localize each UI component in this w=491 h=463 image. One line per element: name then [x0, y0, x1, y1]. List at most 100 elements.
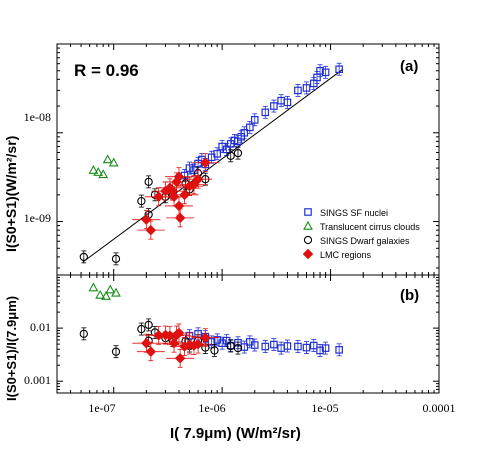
panel-a-point-sings-dwarf-galaxies-2 — [137, 196, 146, 206]
panel-b-point-translucent-cirrus-clouds-3 — [105, 284, 116, 294]
panel-b-errorbar-sings-sf-nuclei-15 — [284, 339, 290, 353]
panel-a-point-lmc-regions-2 — [153, 191, 165, 203]
panel-b-point-translucent-cirrus-clouds-1 — [95, 289, 106, 299]
panel-b-point-translucent-cirrus-clouds-4 — [111, 287, 121, 297]
panel-a-point-sings-sf-nuclei-17 — [261, 108, 270, 117]
panel-b-point-lmc-regions-12 — [192, 338, 204, 350]
xtick-1e-07: 1e-07 — [88, 401, 115, 415]
legend-marker-circle — [303, 235, 313, 245]
panel-a-point-lmc-regions-0 — [145, 224, 157, 236]
panel-a-point-lmc-regions-15 — [168, 191, 180, 203]
panel-b-point-sings-dwarf-galaxies-2 — [137, 324, 146, 334]
legend-markers — [302, 208, 314, 260]
panel-a-point-lmc-regions-1 — [140, 214, 152, 226]
panel-a-errorbar-sings-sf-nuclei-17 — [262, 105, 268, 119]
panel-b-errorbar-sings-sf-nuclei-12 — [262, 340, 268, 353]
panel-b-errorbar-sings-sf-nuclei-9 — [241, 340, 247, 354]
panel-a-ytick-1e-09: 1e-09 — [24, 211, 51, 225]
panel-b-point-sings-sf-nuclei-12 — [261, 342, 270, 351]
panel-b-errorbar-sings-dwarf-galaxies-3 — [146, 318, 152, 332]
panel-a-point-translucent-cirrus-clouds-2 — [98, 169, 109, 179]
panel-a-errorbar-sings-sf-nuclei-16 — [252, 113, 258, 127]
panel-b-errorbar-sings-sf-nuclei-16 — [295, 340, 301, 353]
panel-b-ytick-0.001: 0.001 — [24, 373, 51, 387]
panel-b-tag: (b) — [400, 287, 419, 304]
panel-b-point-sings-dwarf-galaxies-12 — [226, 341, 235, 351]
panel-a-fit — [82, 68, 344, 263]
panel-b-errorbar-sings-sf-nuclei-11 — [252, 338, 258, 352]
panel-b-point-sings-sf-nuclei-21 — [335, 346, 343, 354]
panel-b-point-translucent-cirrus-clouds-2 — [101, 291, 111, 300]
panel-a-point-sings-sf-nuclei-16 — [250, 116, 259, 124]
panel-b-point-sings-sf-nuclei-15 — [283, 342, 292, 350]
legend-label-dwarf: SINGS Dwarf galaxies — [320, 236, 410, 246]
panel-a-errorbar-sings-dwarf-galaxies-3 — [146, 175, 152, 189]
panel-a-point-sings-sf-nuclei-7 — [213, 149, 221, 158]
panel-a-point-lmc-regions-14 — [199, 157, 211, 169]
panel-b-point-sings-sf-nuclei-20 — [321, 344, 330, 352]
panel-b-errorbar-sings-sf-nuclei-17 — [304, 341, 310, 354]
panel-b-point-sings-dwarf-galaxies-11 — [210, 346, 219, 355]
panel-a-point-sings-dwarf-galaxies-11 — [226, 151, 235, 160]
panel-a-errorbar-sings-dwarf-galaxies-2 — [138, 194, 144, 208]
panel-a-point-sings-dwarf-galaxies-3 — [144, 177, 153, 187]
legend-label-lmc: LMC regions — [320, 250, 372, 260]
panel-b-ylabel: I(S0+S1)/I(7.9μm) — [4, 296, 19, 401]
x-axis-label: I( 7.9μm) (W/m²/sr) — [170, 425, 301, 442]
panel-a-point-translucent-cirrus-clouds-1 — [93, 167, 104, 176]
panel-a-point-lmc-regions-8 — [173, 200, 185, 212]
panel-a-point-translucent-cirrus-clouds-3 — [102, 154, 113, 164]
panel-a-errorbar-sings-sf-nuclei-20 — [284, 95, 290, 109]
panel-b-point-sings-dwarf-galaxies-1 — [111, 347, 121, 356]
panel-b-errorbar-sings-sf-nuclei-18 — [311, 339, 317, 352]
legend-label-cirrus: Translucent cirrus clouds — [320, 222, 420, 232]
panel-b-frame — [56, 274, 440, 394]
panel-b: (b) 0.01 0.001 I(S0+S1)/I(7.9μm) 1e-07 1… — [4, 274, 456, 442]
panel-a-point-sings-sf-nuclei-18 — [270, 102, 278, 110]
panel-a-point-sings-sf-nuclei-9 — [222, 145, 231, 154]
panel-a-errorbar-sings-sf-nuclei-19 — [278, 94, 284, 108]
legend: SINGS SF nuclei Translucent cirrus cloud… — [302, 208, 420, 260]
panel-b-errorbar-sings-dwarf-galaxies-2 — [138, 322, 144, 336]
xtick-1e-06: 1e-06 — [198, 401, 225, 415]
panel-a-point-sings-sf-nuclei-15 — [246, 123, 254, 132]
panel-a-errorbar-sings-sf-nuclei-25 — [317, 64, 323, 78]
panel-a-point-sings-sf-nuclei-21 — [294, 86, 302, 95]
correlation-annotation: R = 0.96 — [74, 61, 139, 80]
panel-a-point-translucent-cirrus-clouds-4 — [108, 157, 119, 167]
panel-a-point-sings-sf-nuclei-1 — [185, 164, 194, 172]
panel-b-point-sings-sf-nuclei-18 — [309, 341, 318, 350]
panel-a-point-sings-sf-nuclei-26 — [321, 68, 330, 77]
panel-a-ytick-1e-08: 1e-08 — [24, 110, 51, 124]
panel-a-point-sings-sf-nuclei-22 — [302, 84, 311, 92]
panel-b-errorbar-sings-sf-nuclei-14 — [278, 341, 284, 355]
panel-a-errorbar-sings-sf-nuclei-14 — [241, 126, 247, 140]
panel-b-errorbar-sings-dwarf-galaxies-13 — [235, 341, 241, 355]
panel-b-marks — [79, 282, 343, 368]
panel-b-point-sings-sf-nuclei-17 — [302, 343, 311, 352]
panel-b-point-lmc-regions-8 — [174, 352, 186, 364]
panel-a-errorbar-sings-sf-nuclei-27 — [336, 62, 342, 76]
panel-b-point-sings-dwarf-galaxies-13 — [233, 343, 243, 353]
panel-b-errorbar-sings-sf-nuclei-20 — [323, 341, 329, 355]
panel-a-point-lmc-regions-7 — [173, 171, 185, 183]
panel-a-errorbar-sings-sf-nuclei-22 — [304, 81, 310, 95]
panel-b-point-sings-dwarf-galaxies-0 — [79, 329, 88, 338]
xtick-1e-05: 1e-05 — [311, 401, 338, 415]
panel-a-point-sings-dwarf-galaxies-12 — [233, 148, 243, 158]
panel-a-marks — [79, 62, 343, 266]
panel-a-errorbar-sings-sf-nuclei-18 — [271, 99, 277, 113]
panel-a-ticks — [56, 43, 440, 275]
legend-label-sings-sf: SINGS SF nuclei — [320, 208, 388, 218]
panel-a-point-sings-dwarf-galaxies-0 — [79, 252, 88, 262]
panel-a-errorbar-sings-sf-nuclei-26 — [323, 65, 329, 79]
panel-b-point-lmc-regions-1 — [145, 346, 157, 358]
panel-a-errorbar-sings-dwarf-galaxies-1 — [113, 252, 119, 266]
panel-b-errorbar-sings-dwarf-galaxies-0 — [81, 327, 87, 341]
panel-a-errorbar-sings-dwarf-galaxies-0 — [81, 250, 87, 264]
panel-a-tag: (a) — [400, 58, 418, 75]
panel-a-point-lmc-regions-10 — [179, 189, 190, 201]
panel-b-errorbar-sings-sf-nuclei-13 — [271, 338, 277, 351]
panel-a-errorbar-sings-sf-nuclei-21 — [295, 84, 301, 97]
panel-a-point-translucent-cirrus-clouds-0 — [88, 164, 99, 174]
